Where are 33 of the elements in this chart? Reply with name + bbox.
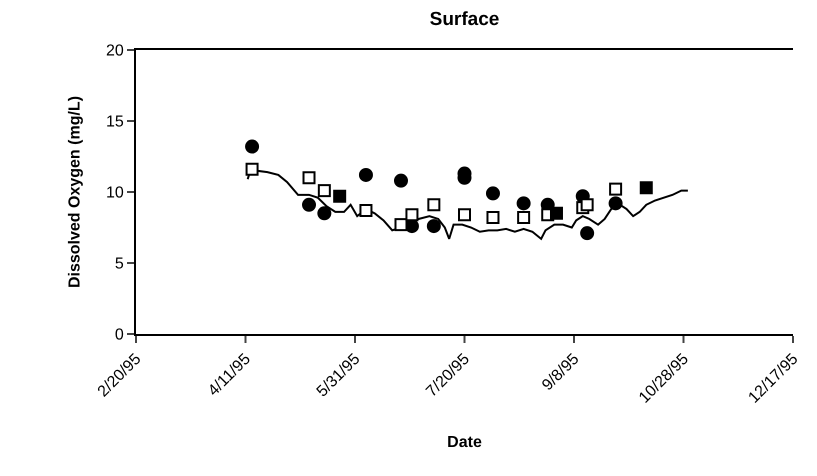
y-tick-label: 20 (106, 42, 124, 60)
point (426, 219, 441, 234)
point (405, 208, 418, 222)
point (245, 140, 260, 154)
point (609, 182, 622, 196)
y-tick-label: 10 (106, 184, 124, 202)
y-tick-label: 5 (114, 256, 124, 273)
point (580, 198, 594, 212)
y-tick-label: 15 (106, 114, 124, 131)
point (550, 206, 563, 220)
point (302, 198, 316, 212)
point (486, 186, 500, 200)
chart-title: Surface (430, 9, 500, 30)
point (458, 208, 471, 222)
point (580, 226, 594, 240)
y-axis-title: Dissolved Oxygen (mg/L) (66, 96, 84, 288)
point (640, 181, 653, 194)
y-tick-label: 0 (114, 326, 124, 344)
point (318, 184, 331, 198)
point (427, 198, 440, 212)
point (486, 211, 500, 224)
point (394, 218, 408, 232)
x-axis-title: Date (447, 434, 482, 451)
point (394, 174, 408, 188)
point (358, 168, 373, 182)
point (302, 171, 316, 184)
point (517, 211, 530, 224)
point (516, 196, 531, 210)
point (608, 196, 623, 210)
point (359, 204, 372, 217)
point (246, 162, 259, 176)
point (317, 206, 332, 220)
point (333, 190, 346, 203)
